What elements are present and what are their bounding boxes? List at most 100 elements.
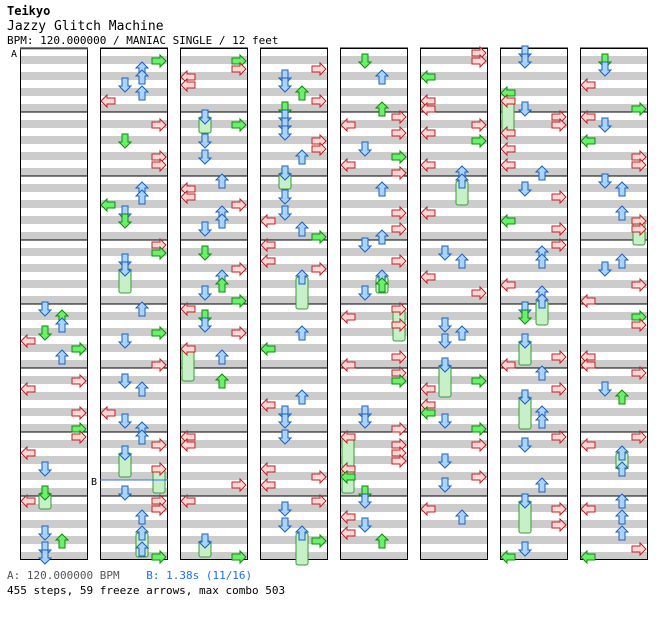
beat-stripe	[100, 168, 168, 176]
beat-stripe	[420, 120, 488, 128]
beat-stripe	[580, 344, 648, 352]
beat-stripe	[100, 104, 168, 112]
beat-stripe	[20, 344, 88, 352]
beat-stripe	[260, 472, 328, 480]
beat-stripe	[420, 184, 488, 192]
beat-stripe	[340, 328, 408, 336]
beat-stripe	[340, 72, 408, 80]
beat-stripe	[420, 440, 488, 448]
beat-stripe	[500, 552, 568, 560]
beat-stripe	[340, 104, 408, 112]
beat-stripe	[100, 520, 168, 528]
beat-stripe	[340, 280, 408, 288]
beat-stripe	[340, 376, 408, 384]
beat-stripe	[340, 488, 408, 496]
beat-stripe	[100, 376, 168, 384]
footer-stats: 455 steps, 59 freeze arrows, max combo 5…	[7, 584, 286, 597]
beat-stripe	[420, 424, 488, 432]
beat-stripe	[580, 552, 648, 560]
beat-stripe	[180, 280, 248, 288]
beat-stripe	[500, 104, 568, 112]
footer-markers: A: 120.000000 BPM B: 1.38s (11/16)	[7, 569, 252, 582]
beat-stripe	[500, 232, 568, 240]
beat-stripe	[100, 56, 168, 64]
beat-stripe	[420, 408, 488, 416]
beat-stripe	[100, 440, 168, 448]
beat-stripe	[580, 408, 648, 416]
beat-stripe	[580, 232, 648, 240]
beat-stripe	[180, 440, 248, 448]
beat-stripe	[500, 392, 568, 400]
beat-stripe	[100, 456, 168, 464]
marker-b: B	[91, 477, 97, 488]
beat-stripe	[580, 440, 648, 448]
beat-stripe	[260, 424, 328, 432]
beat-stripe	[20, 216, 88, 224]
beat-stripe	[20, 200, 88, 208]
beat-stripe	[180, 552, 248, 560]
beat-stripe	[180, 72, 248, 80]
beat-stripe	[260, 216, 328, 224]
beat-stripe	[340, 248, 408, 256]
beat-stripe	[580, 152, 648, 160]
beat-stripe	[580, 120, 648, 128]
beat-stripe	[180, 424, 248, 432]
beat-stripe	[20, 440, 88, 448]
beat-stripe	[100, 488, 168, 496]
beat-stripe	[340, 392, 408, 400]
beat-stripe	[260, 184, 328, 192]
beat-stripe	[340, 504, 408, 512]
chart-column	[260, 47, 328, 560]
beat-stripe	[20, 520, 88, 528]
beat-stripe	[20, 456, 88, 464]
beat-stripe	[180, 392, 248, 400]
beat-stripe	[420, 456, 488, 464]
beat-stripe	[260, 152, 328, 160]
beat-stripe	[500, 280, 568, 288]
beat-stripe	[100, 136, 168, 144]
beat-stripe	[420, 376, 488, 384]
beat-stripe	[260, 344, 328, 352]
beat-stripe	[340, 440, 408, 448]
beat-stripe	[580, 360, 648, 368]
marker-a: A	[11, 49, 17, 60]
beat-stripe	[340, 216, 408, 224]
beat-stripe	[260, 56, 328, 64]
beat-stripe	[340, 536, 408, 544]
beat-stripe	[420, 392, 488, 400]
beat-stripe	[180, 456, 248, 464]
beat-stripe	[500, 264, 568, 272]
beat-stripe	[20, 472, 88, 480]
beat-stripe	[100, 408, 168, 416]
beat-stripe	[580, 536, 648, 544]
beat-stripe	[340, 136, 408, 144]
column-border	[500, 48, 568, 560]
column-border	[180, 48, 248, 560]
beat-stripe	[500, 456, 568, 464]
beat-stripe	[20, 424, 88, 432]
beat-stripe	[20, 120, 88, 128]
beat-stripe	[180, 200, 248, 208]
beat-stripe	[20, 392, 88, 400]
beat-stripe	[580, 328, 648, 336]
freeze-arrow-body	[181, 348, 195, 382]
beat-stripe	[20, 296, 88, 304]
beat-stripe	[580, 296, 648, 304]
beat-stripe	[340, 312, 408, 320]
beat-stripe	[180, 472, 248, 480]
beat-stripe	[100, 232, 168, 240]
beat-stripe	[20, 88, 88, 96]
beat-stripe	[340, 408, 408, 416]
beat-stripe	[500, 536, 568, 544]
beat-stripe	[260, 488, 328, 496]
beat-stripe	[100, 312, 168, 320]
beat-stripe	[420, 520, 488, 528]
beat-stripe	[340, 232, 408, 240]
beat-stripe	[420, 472, 488, 480]
beat-stripe	[500, 440, 568, 448]
beat-stripe	[580, 504, 648, 512]
beat-stripe	[20, 168, 88, 176]
beat-stripe	[580, 88, 648, 96]
beat-stripe	[500, 360, 568, 368]
beat-stripe	[180, 136, 248, 144]
